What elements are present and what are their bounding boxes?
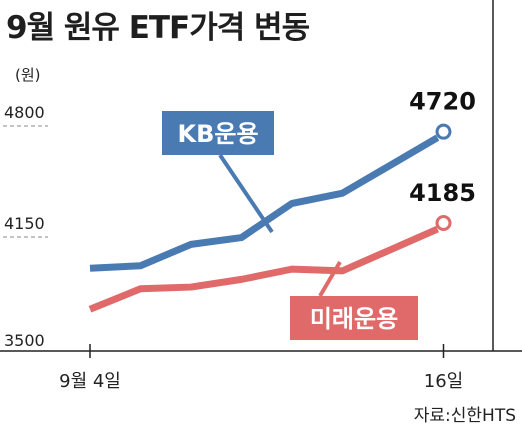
callout-box	[290, 296, 418, 340]
end-point-marker	[435, 123, 452, 140]
series-line-0	[89, 134, 440, 272]
series-lines	[88, 134, 440, 313]
end-markers: 4720 4185	[409, 88, 476, 232]
series-name-label: KB운용	[177, 120, 258, 148]
end-value-label: 4185	[409, 179, 476, 207]
y-axis-unit-label: (원)	[15, 66, 41, 84]
y-tick-label: 4800	[4, 103, 45, 122]
y-tick-labels: 3500 4150 4800	[4, 103, 45, 350]
y-tick-label: 4150	[4, 214, 45, 233]
callout-pointer	[218, 153, 274, 234]
x-axis: 9월 4일 16일	[0, 0, 522, 392]
x-tick-label: 9월 4일	[59, 371, 121, 392]
end-point-marker	[435, 215, 452, 232]
y-tick-label: 3500	[4, 331, 45, 350]
end-value-label: 4720	[409, 88, 476, 116]
series-line-1	[88, 225, 439, 313]
x-tick-label: 16일	[424, 371, 463, 392]
series-name-label: 미래운용	[310, 305, 398, 333]
source-note: 자료:신한HTS	[414, 406, 516, 426]
callout-pointer	[318, 260, 342, 298]
y-grid	[3, 125, 48, 238]
callout-box	[162, 111, 274, 155]
chart-title: 9월 원유 ETF가격 변동	[6, 10, 310, 46]
